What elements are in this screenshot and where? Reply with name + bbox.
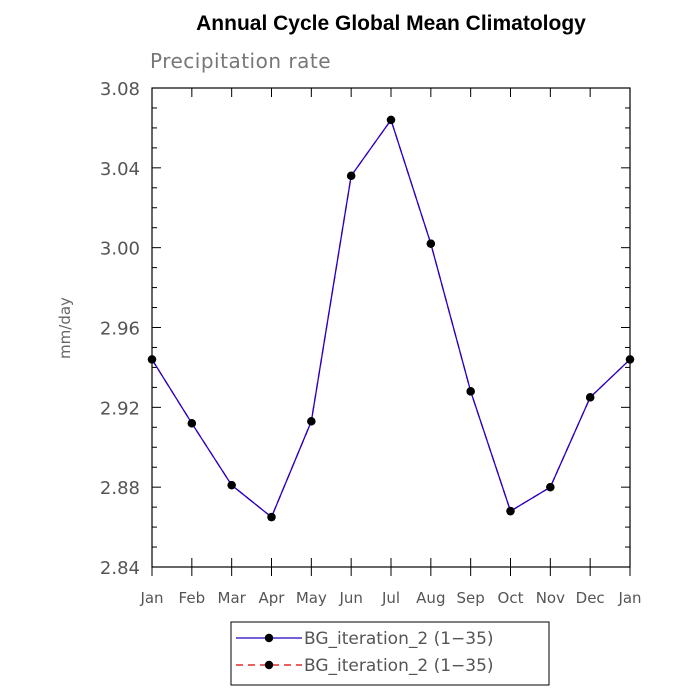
y-tick-label: 3.00: [100, 239, 140, 260]
legend-label: BG_iteration_2 (1−35): [304, 656, 494, 676]
x-tick-label: Jun: [338, 589, 362, 607]
series-2: [147, 115, 635, 522]
legend: BG_iteration_2 (1−35) BG_iteration_2 (1−3…: [230, 621, 550, 686]
x-tick-label: Jul: [381, 589, 400, 607]
series-line: [151, 118, 631, 519]
legend-label: BG_iteration_2 (1−35): [304, 629, 494, 649]
y-tick-label: 2.88: [100, 478, 140, 499]
data-point: [307, 417, 316, 426]
data-point: [227, 480, 236, 490]
data-point: [187, 419, 197, 428]
data-point: [267, 512, 276, 522]
x-tick-label: May: [296, 589, 327, 607]
plot-frame: [151, 87, 631, 568]
series-group: [147, 115, 635, 522]
chart-subtitle: Precipitation rate: [150, 49, 331, 73]
data-point: [466, 387, 475, 396]
x-tick-label: Oct: [498, 589, 524, 607]
x-tick-label: Dec: [576, 589, 605, 607]
data-point: [147, 355, 157, 364]
x-tick-label: Mar: [218, 589, 247, 607]
x-tick-label: Sep: [457, 589, 485, 607]
data-point: [386, 115, 396, 125]
chart-title: Annual Cycle Global Mean Climatology: [196, 12, 586, 35]
y-tick-label: 3.08: [100, 79, 140, 100]
y-tick-label: 3.04: [100, 159, 140, 180]
data-point: [346, 171, 356, 181]
axes: 2.84 2.88 2.92 2.96 3.00 3.04 3.08 Jan Feb Mar Apr…: [100, 79, 642, 607]
series-line: [151, 118, 631, 519]
x-tick-label: Apr: [259, 589, 286, 607]
y-tick-label: 2.96: [100, 319, 140, 340]
y-tick-label: 2.84: [100, 558, 140, 579]
legend-marker: [264, 633, 274, 643]
x-tick-label: Jan: [139, 589, 163, 607]
data-point: [426, 239, 436, 248]
legend-item: BG_iteration_2 (1−35): [236, 656, 494, 676]
data-point: [546, 482, 555, 492]
x-tick-label: Jan: [617, 589, 641, 607]
y-axis-label: mm/day: [56, 297, 74, 359]
y-tick-label: 2.92: [100, 398, 140, 419]
data-point: [506, 506, 515, 516]
x-tick-label: Aug: [416, 589, 445, 607]
legend-box: [230, 621, 550, 686]
data-point: [625, 355, 635, 364]
legend-marker: [264, 660, 274, 670]
legend-item: BG_iteration_2 (1−35): [236, 629, 494, 649]
x-tick-label: Feb: [179, 589, 206, 607]
series-1: [147, 115, 635, 522]
x-tick-label: Nov: [536, 589, 565, 607]
data-point: [585, 393, 595, 402]
